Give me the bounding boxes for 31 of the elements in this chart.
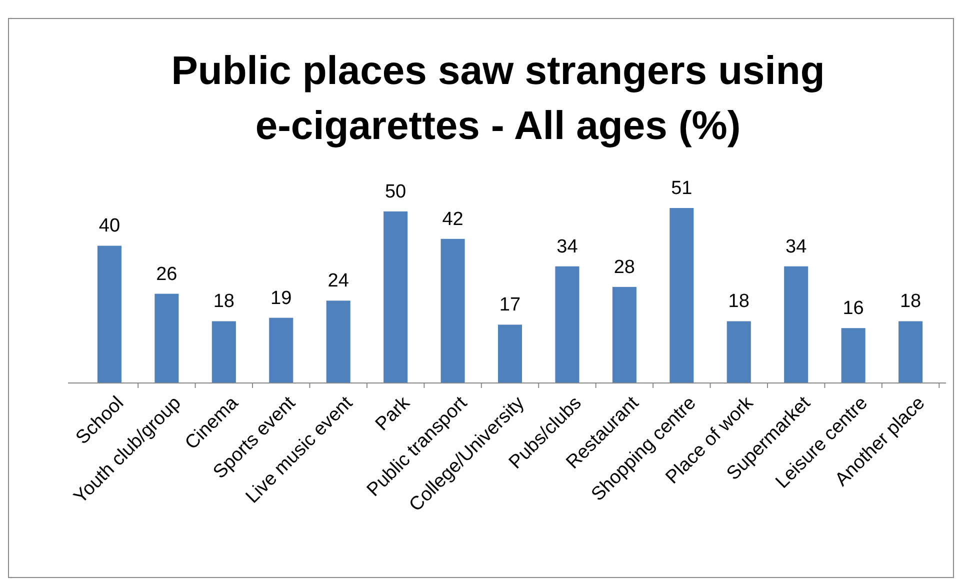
bar [97, 246, 122, 383]
bar [154, 294, 179, 383]
bar [898, 321, 923, 383]
data-label: 17 [499, 294, 521, 316]
data-label: 18 [900, 291, 922, 312]
data-label: 34 [786, 236, 808, 258]
data-label: 24 [328, 270, 350, 292]
bar [498, 324, 522, 383]
data-label: 34 [556, 236, 578, 258]
bar [555, 266, 580, 383]
bar [670, 208, 694, 383]
data-label: 26 [156, 264, 178, 285]
bar [612, 286, 636, 383]
bar [384, 211, 408, 383]
data-label: 19 [270, 288, 292, 309]
bar [269, 318, 294, 383]
bar [326, 300, 350, 383]
data-label: 40 [98, 216, 120, 237]
data-label: 18 [728, 291, 750, 312]
data-label: 42 [442, 208, 464, 230]
data-label: 16 [842, 298, 864, 320]
data-label: 18 [213, 291, 234, 312]
bar [726, 321, 751, 383]
data-label: 50 [384, 181, 406, 202]
bar [784, 266, 808, 383]
data-label: 51 [671, 178, 692, 199]
chart-title: Public places saw strangers using e-cigarettes - All ages (%) [171, 49, 825, 148]
bar [440, 238, 465, 383]
bar [841, 328, 866, 383]
bar [212, 321, 236, 383]
data-label: 28 [614, 256, 636, 278]
